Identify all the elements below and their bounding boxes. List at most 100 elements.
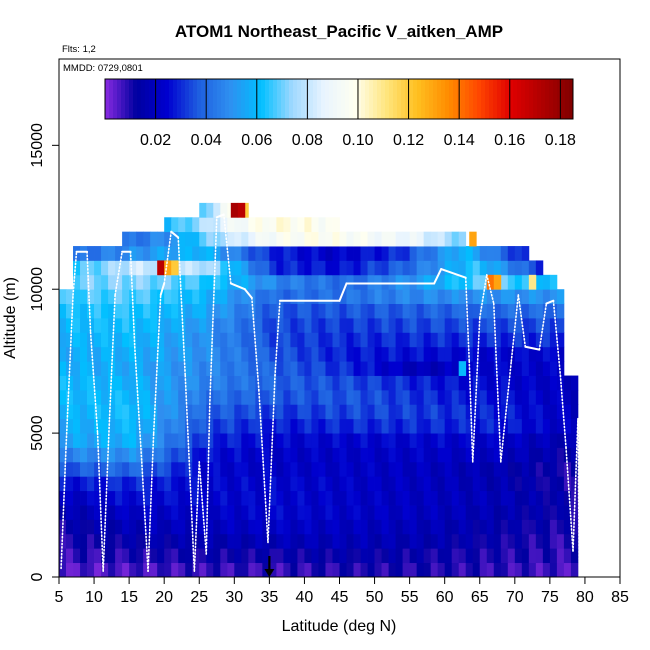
heatmap-cell bbox=[227, 217, 235, 233]
heatmap-cell bbox=[521, 476, 530, 492]
heatmap-cell bbox=[332, 332, 340, 348]
colorbar-swatch bbox=[397, 79, 402, 119]
heatmap-cell bbox=[185, 318, 193, 333]
heatmap-cell bbox=[479, 519, 488, 535]
heatmap-cell bbox=[318, 490, 326, 506]
colorbar-swatch bbox=[301, 79, 306, 119]
colorbar-swatch bbox=[297, 79, 302, 119]
heatmap-cell bbox=[255, 303, 263, 319]
heatmap-cell bbox=[416, 418, 425, 434]
heatmap-cell bbox=[507, 404, 516, 420]
heatmap-cell bbox=[360, 318, 368, 333]
heatmap-cell bbox=[472, 246, 481, 261]
flight-track-segment bbox=[215, 213, 225, 219]
heatmap-cell bbox=[353, 404, 361, 420]
heatmap-cell bbox=[143, 231, 151, 247]
heatmap-cell bbox=[437, 562, 446, 578]
heatmap-cell bbox=[423, 404, 432, 420]
heatmap-cell bbox=[535, 389, 544, 405]
heatmap-cell bbox=[430, 289, 439, 305]
heatmap-cell bbox=[157, 433, 165, 448]
heatmap-cell bbox=[486, 505, 495, 520]
heatmap-cell bbox=[542, 433, 551, 448]
heatmap-cell bbox=[73, 346, 81, 362]
heatmap-cell bbox=[143, 418, 151, 434]
heatmap-cell bbox=[59, 389, 67, 405]
flights-label: Flts: 1,2 bbox=[62, 44, 96, 55]
heatmap-cell bbox=[570, 461, 579, 477]
heatmap-cell bbox=[465, 260, 474, 276]
heatmap-cell bbox=[220, 274, 228, 290]
heatmap-cell bbox=[507, 389, 516, 405]
heatmap-cell bbox=[388, 289, 396, 305]
heatmap-cell bbox=[143, 562, 151, 578]
heatmap-cell bbox=[276, 505, 284, 520]
heatmap-cell bbox=[234, 404, 242, 420]
heatmap-cell bbox=[325, 332, 333, 348]
heatmap-cell bbox=[402, 318, 411, 333]
heatmap-cell bbox=[549, 418, 558, 434]
heatmap-cell bbox=[472, 476, 481, 492]
heatmap-cell bbox=[570, 476, 579, 492]
heatmap-cell bbox=[556, 332, 565, 348]
heatmap-cell bbox=[430, 461, 439, 477]
heatmap-cell bbox=[269, 519, 277, 535]
heatmap-cell bbox=[367, 418, 375, 434]
heatmap-cell bbox=[318, 433, 326, 448]
heatmap-cell bbox=[304, 246, 312, 261]
heatmap-cell bbox=[157, 389, 165, 405]
heatmap-cell bbox=[395, 332, 404, 348]
heatmap-cell bbox=[136, 476, 144, 492]
heatmap-cell bbox=[297, 505, 305, 520]
heatmap-cell bbox=[73, 318, 81, 333]
heatmap-hotspot-cell bbox=[469, 231, 477, 247]
heatmap-cell bbox=[423, 418, 432, 434]
heatmap-cell bbox=[402, 519, 411, 535]
heatmap-cell bbox=[346, 274, 354, 290]
heatmap-cell bbox=[199, 289, 207, 305]
heatmap-cell bbox=[150, 361, 158, 376]
heatmap-cell bbox=[430, 505, 439, 520]
chart-title: ATOM1 Northeast_Pacific V_aitken_AMP bbox=[175, 22, 503, 41]
heatmap-cell bbox=[430, 375, 439, 391]
heatmap-cell bbox=[500, 519, 509, 535]
heatmap-cell bbox=[423, 246, 432, 261]
heatmap-cell bbox=[297, 346, 305, 362]
heatmap-cell bbox=[416, 389, 425, 405]
heatmap-cell bbox=[507, 375, 516, 391]
heatmap-cell bbox=[311, 332, 319, 348]
heatmap-cell bbox=[556, 533, 565, 549]
heatmap-cell bbox=[150, 505, 158, 520]
heatmap-cell bbox=[535, 361, 544, 376]
heatmap-cell bbox=[150, 490, 158, 506]
heatmap-cell bbox=[311, 533, 319, 549]
flight-track-segment bbox=[159, 282, 166, 296]
colorbar-swatch bbox=[521, 79, 526, 119]
heatmap-cell bbox=[199, 418, 207, 434]
heatmap-cell bbox=[136, 346, 144, 362]
heatmap-cell bbox=[374, 289, 382, 305]
y-tick-label: 5000 bbox=[29, 415, 46, 451]
heatmap-cell bbox=[570, 533, 579, 549]
heatmap-cell bbox=[570, 418, 579, 434]
heatmap-cell bbox=[297, 433, 305, 448]
heatmap-cell bbox=[500, 289, 509, 305]
heatmap-cell bbox=[297, 519, 305, 535]
heatmap-cell bbox=[570, 548, 579, 564]
heatmap-cell bbox=[59, 418, 67, 434]
heatmap-cell bbox=[185, 461, 193, 477]
x-tick-label: 45 bbox=[331, 589, 349, 606]
colorbar-swatch bbox=[461, 79, 466, 119]
heatmap-cell bbox=[66, 404, 74, 420]
heatmap-cell bbox=[416, 231, 425, 247]
heatmap-cell bbox=[388, 318, 396, 333]
heatmap-cell bbox=[332, 447, 340, 463]
heatmap-cell bbox=[59, 404, 67, 420]
heatmap-cell bbox=[542, 274, 551, 290]
colorbar-swatch bbox=[209, 79, 214, 119]
heatmap-cell bbox=[479, 303, 488, 319]
heatmap-cell bbox=[528, 303, 537, 319]
heatmap-cell bbox=[549, 404, 558, 420]
colorbar-swatch bbox=[317, 79, 322, 119]
heatmap-cell bbox=[73, 289, 81, 305]
